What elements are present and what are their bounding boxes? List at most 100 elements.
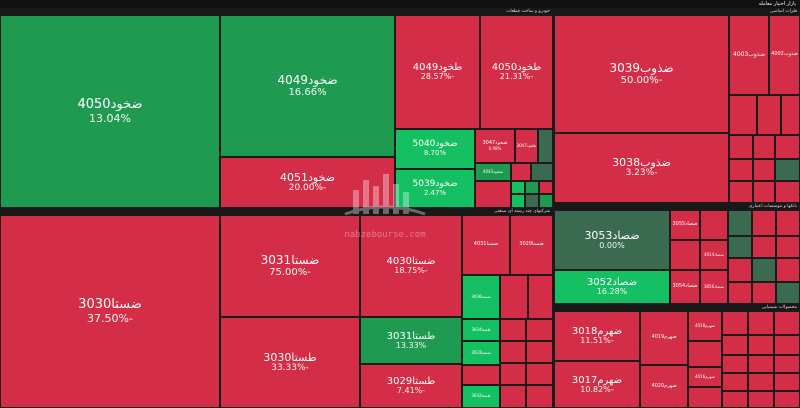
treemap-tile[interactable] xyxy=(500,341,526,363)
treemap-tile[interactable] xyxy=(774,311,800,335)
treemap-tile[interactable] xyxy=(525,181,539,194)
treemap-tile[interactable] xyxy=(500,275,528,319)
treemap-tile[interactable]: ضستا3036 xyxy=(462,275,500,319)
treemap-tile[interactable]: ضستا3033 xyxy=(462,341,500,365)
treemap-tile[interactable] xyxy=(531,163,553,181)
treemap-tile[interactable] xyxy=(722,355,748,373)
treemap-tile[interactable]: ضذوب4003 xyxy=(729,15,769,95)
treemap-tile[interactable] xyxy=(776,210,800,236)
treemap-tile[interactable]: ضهرم4020 xyxy=(640,365,688,408)
treemap-tile[interactable] xyxy=(475,181,511,208)
treemap-tile[interactable] xyxy=(670,240,700,270)
treemap-tile[interactable]: طخود4050 -21.31% xyxy=(480,15,553,129)
treemap-tile[interactable] xyxy=(774,373,800,391)
treemap-tile[interactable]: طستا3030 -33.33% xyxy=(220,317,360,408)
treemap-tile[interactable] xyxy=(753,181,775,203)
treemap-tile[interactable]: ضهرم4018 xyxy=(688,311,722,341)
treemap-tile[interactable]: ضستا3031 -75.00% xyxy=(220,215,360,317)
treemap-tile[interactable] xyxy=(728,258,752,282)
treemap-tile[interactable] xyxy=(748,311,774,335)
treemap-tile[interactable] xyxy=(775,135,800,159)
treemap-tile[interactable] xyxy=(526,319,553,341)
treemap-tile[interactable] xyxy=(775,181,800,203)
treemap-tile[interactable] xyxy=(752,236,776,258)
treemap-tile[interactable] xyxy=(728,210,752,236)
treemap-tile[interactable]: طخود3047 xyxy=(515,129,538,163)
treemap-tile[interactable] xyxy=(757,95,781,135)
treemap-tile[interactable] xyxy=(511,181,525,194)
treemap-tile[interactable] xyxy=(776,258,800,282)
treemap-tile[interactable]: ضهرم3017 -10.82% xyxy=(554,361,640,408)
treemap-tile[interactable] xyxy=(752,210,776,236)
treemap-tile[interactable]: ضهرم4016 xyxy=(688,367,722,387)
treemap-tile[interactable]: طستا3034 xyxy=(462,319,500,341)
treemap-tile[interactable]: ضخود4043 xyxy=(475,163,511,181)
treemap-tile[interactable] xyxy=(525,194,539,208)
treemap-tile[interactable] xyxy=(500,363,526,385)
treemap-tile[interactable] xyxy=(688,341,722,367)
treemap-tile[interactable] xyxy=(722,373,748,391)
treemap-tile[interactable] xyxy=(538,129,553,163)
treemap-tile[interactable]: طستا3029 -7.41% xyxy=(360,364,462,408)
treemap-tile[interactable] xyxy=(752,258,776,282)
treemap-tile[interactable]: ضصاد4014 xyxy=(700,240,728,270)
treemap-tile[interactable]: ضخود4049 16.66% xyxy=(220,15,395,157)
treemap-tile[interactable]: ضخود4051 -20.00% xyxy=(220,157,395,208)
treemap-tile[interactable] xyxy=(775,159,800,181)
treemap-tile[interactable] xyxy=(774,355,800,373)
treemap-tile[interactable] xyxy=(753,159,775,181)
treemap-tile[interactable] xyxy=(462,365,500,385)
treemap-tile[interactable] xyxy=(748,391,774,408)
treemap-tile[interactable]: ضصاد3052 16.28% xyxy=(554,270,670,304)
treemap-tile[interactable]: طستا3032 xyxy=(462,385,500,408)
treemap-tile[interactable]: ضذوب4002 xyxy=(769,15,800,95)
treemap-tile[interactable]: ضخود4050 13.04% xyxy=(0,15,220,208)
treemap-tile[interactable]: ضخود3047 0.98% xyxy=(475,129,515,163)
treemap-tile[interactable] xyxy=(500,385,526,408)
treemap-tile[interactable]: طخود4049 -28.57% xyxy=(395,15,480,129)
treemap-tile[interactable]: ضستا4030 -18.75% xyxy=(360,215,462,317)
treemap-tile[interactable] xyxy=(539,194,553,208)
treemap-tile[interactable] xyxy=(688,387,722,408)
treemap-tile[interactable] xyxy=(700,210,728,240)
treemap-tile[interactable] xyxy=(728,236,752,258)
treemap-tile[interactable]: ضصاد3053 0.00% xyxy=(554,210,670,270)
treemap-tile[interactable] xyxy=(526,341,553,363)
treemap-tile[interactable]: ضخود5039 2.47% xyxy=(395,169,475,208)
treemap-tile[interactable] xyxy=(729,159,753,181)
treemap-tile[interactable] xyxy=(774,335,800,355)
treemap-tile[interactable] xyxy=(728,282,752,304)
treemap-tile[interactable]: ضخود5040 8.70% xyxy=(395,129,475,169)
treemap-tile[interactable] xyxy=(774,391,800,408)
treemap-tile[interactable] xyxy=(539,181,553,194)
treemap-tile[interactable]: ضهرم3018 -11.51% xyxy=(554,311,640,361)
treemap-tile[interactable] xyxy=(748,335,774,355)
treemap-tile[interactable] xyxy=(528,275,553,319)
treemap-tile[interactable] xyxy=(722,311,748,335)
treemap-tile[interactable]: ضصاد3055 xyxy=(670,210,700,240)
treemap-tile[interactable] xyxy=(526,385,553,408)
treemap-tile[interactable] xyxy=(776,282,800,304)
treemap-tile[interactable] xyxy=(511,163,531,181)
treemap-tile[interactable] xyxy=(781,95,800,135)
treemap-tile[interactable]: ضستا3029 xyxy=(510,215,553,275)
treemap-tile[interactable]: ضذوب3039 -50.00% xyxy=(554,15,729,133)
treemap-tile[interactable] xyxy=(722,391,748,408)
treemap-tile[interactable] xyxy=(511,194,525,208)
treemap-tile[interactable] xyxy=(748,355,774,373)
treemap-tile[interactable]: ضذوب3038 -3.23% xyxy=(554,133,729,203)
treemap-tile[interactable] xyxy=(500,319,526,341)
treemap-tile[interactable]: طستا3031 13.33% xyxy=(360,317,462,364)
treemap-tile[interactable] xyxy=(729,135,753,159)
treemap-tile[interactable] xyxy=(722,335,748,355)
treemap-tile[interactable] xyxy=(776,236,800,258)
treemap-tile[interactable] xyxy=(748,373,774,391)
treemap-tile[interactable] xyxy=(752,282,776,304)
treemap-tile[interactable]: ضستا4031 xyxy=(462,215,510,275)
treemap-tile[interactable] xyxy=(526,363,553,385)
treemap-tile[interactable]: ضهرم4019 xyxy=(640,311,688,365)
treemap-tile[interactable] xyxy=(753,135,775,159)
treemap-tile[interactable] xyxy=(729,181,753,203)
treemap-tile[interactable] xyxy=(729,95,757,135)
treemap-tile[interactable]: ضصاد3056 xyxy=(700,270,728,304)
